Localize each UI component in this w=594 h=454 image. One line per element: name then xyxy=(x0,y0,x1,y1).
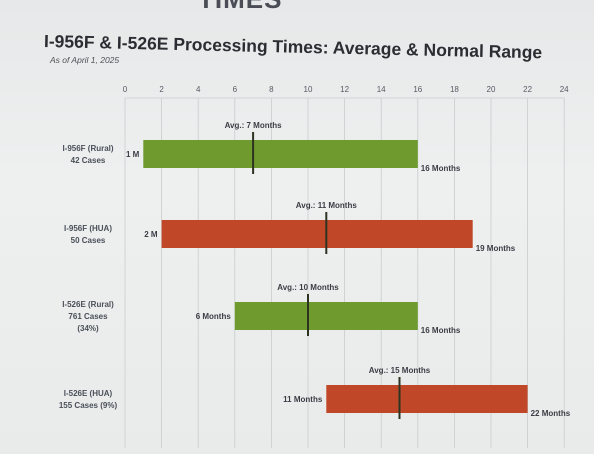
x-tick-label: 8 xyxy=(269,85,274,94)
x-tick-label: 20 xyxy=(487,85,496,94)
x-tick-label: 6 xyxy=(233,85,238,94)
cropped-heading: TIMES xyxy=(198,0,282,15)
x-tick-label: 18 xyxy=(450,85,459,94)
max-label: 16 Months xyxy=(421,164,461,173)
x-tick-label: 2 xyxy=(159,85,164,94)
average-label: Avg.: 7 Months xyxy=(225,121,283,130)
average-label: Avg.: 11 Months xyxy=(296,201,358,210)
category-label: 761 Cases xyxy=(68,312,108,321)
category-label: (34%) xyxy=(77,324,99,333)
category-label: 42 Cases xyxy=(71,156,106,165)
average-label: Avg.: 15 Months xyxy=(369,366,431,375)
category-label: 155 Cases (9%) xyxy=(59,401,118,410)
max-label: 16 Months xyxy=(421,326,461,335)
range-bar xyxy=(161,220,473,248)
min-label: 1 M xyxy=(126,150,140,159)
category-label: I-526E (HUA) xyxy=(64,389,113,398)
x-tick-label: 10 xyxy=(304,85,313,94)
average-label: Avg.: 10 Months xyxy=(277,283,339,292)
chart-subtitle: As of April 1, 2025 xyxy=(50,55,120,65)
x-tick-label: 12 xyxy=(340,85,349,94)
max-label: 22 Months xyxy=(531,409,571,418)
category-label: I-956F (Rural) xyxy=(62,144,113,153)
max-label: 19 Months xyxy=(476,244,516,253)
category-label: 50 Cases xyxy=(71,236,106,245)
range-bar xyxy=(234,302,418,330)
range-bar xyxy=(326,385,528,413)
x-tick-label: 14 xyxy=(377,85,386,94)
min-label: 6 Months xyxy=(196,312,232,321)
range-bar xyxy=(143,140,418,168)
x-tick-label: 0 xyxy=(123,85,128,94)
x-tick-label: 16 xyxy=(413,85,422,94)
x-tick-label: 24 xyxy=(560,85,569,94)
x-tick-label: 22 xyxy=(523,85,532,94)
category-label: I-526E (Rural) xyxy=(62,300,114,309)
x-tick-label: 4 xyxy=(196,85,201,94)
min-label: 2 M xyxy=(144,230,158,239)
min-label: 11 Months xyxy=(283,395,323,404)
category-label: I-956F (HUA) xyxy=(64,224,112,233)
